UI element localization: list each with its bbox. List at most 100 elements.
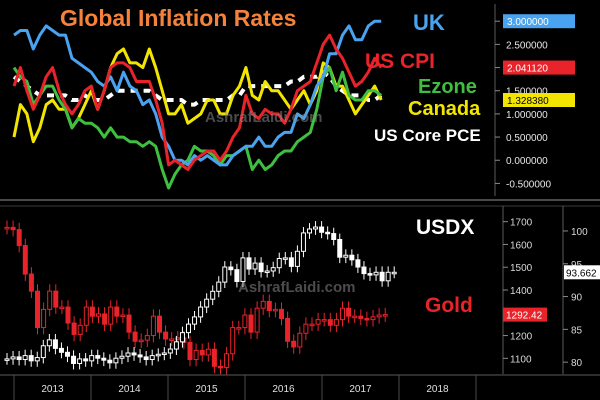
usdx-candle	[22, 355, 28, 361]
gold-candle	[71, 322, 77, 335]
legend-gold: Gold	[425, 294, 473, 317]
usdx-candle	[179, 332, 185, 343]
usdx-y-tick-label: 80	[571, 358, 583, 369]
inflation-panel: 3.0000002.5000002.0000001.5000001.000000…	[12, 4, 575, 196]
gold-candle	[358, 315, 364, 319]
gold-candle	[187, 341, 193, 360]
usdx-y-tick-label: 100	[571, 227, 588, 238]
last-value-box	[503, 60, 575, 75]
top-y-tick-label: 2.500000	[506, 40, 548, 51]
last-value-text: 1.328380	[507, 96, 549, 107]
gold-candle	[248, 314, 254, 333]
usdx-candle	[198, 306, 204, 318]
usdx-last-value-text: 93.662	[566, 268, 597, 279]
gold-candle	[22, 245, 28, 275]
usdx-candle	[313, 226, 319, 230]
usdx-candle	[228, 266, 234, 271]
gold-candle	[114, 306, 120, 317]
usdx-candle	[107, 359, 113, 364]
gold-candle	[297, 332, 303, 348]
usdx-candle	[155, 353, 161, 357]
gold-candle	[279, 308, 284, 319]
usdx-candle	[58, 347, 64, 353]
usdx-candle	[264, 270, 270, 273]
gold-candle	[4, 226, 10, 230]
gold-candle	[321, 319, 327, 322]
gold-candle	[333, 319, 339, 326]
usdx-candle	[161, 352, 167, 355]
gold-y-tick-label: 1400	[510, 286, 533, 297]
last-value-labels: 3.000000 2.041120 1.328380	[503, 14, 575, 107]
usdx-candle	[34, 357, 40, 362]
gold-candle	[199, 349, 205, 356]
gold-candle	[303, 323, 309, 334]
gold-candle	[376, 314, 382, 318]
x-tick-label: 2018	[426, 384, 449, 395]
gold-candle	[272, 308, 278, 312]
usdx-candle	[343, 254, 349, 258]
usdx-candle	[379, 271, 385, 282]
gold-candle	[291, 340, 297, 348]
usdx-candle	[131, 352, 137, 356]
chart-title: Global Inflation Rates	[60, 5, 296, 31]
usdx-candle	[40, 345, 46, 359]
gold-last-value-box	[503, 307, 547, 322]
gold-candle	[169, 338, 175, 341]
legend-us-core-pce: US Core PCE	[374, 126, 481, 145]
x-tick-labels: 2013 2014 2015 2016 2017 2018	[13, 375, 477, 400]
gold-candle	[53, 290, 59, 308]
usdx-y-tick-label: 85	[571, 325, 583, 336]
gold-candle	[144, 335, 150, 341]
gold-candle	[28, 273, 34, 292]
usdx-candle	[240, 257, 246, 282]
gold-y-tick-label: 1100	[510, 354, 532, 365]
gold-candle	[260, 300, 266, 309]
usdx-candle	[361, 266, 367, 275]
usdx-candle	[216, 281, 222, 292]
usdx-candle	[4, 358, 10, 361]
gold-candle	[352, 315, 358, 319]
usdx-candle	[337, 238, 343, 258]
usdx-candle	[294, 250, 300, 267]
gold-candle	[16, 229, 22, 247]
gold-candle	[218, 365, 223, 369]
usdx-candle	[149, 355, 155, 361]
last-value-box	[503, 14, 575, 29]
gold-candle	[370, 316, 376, 321]
usdx-candle	[234, 269, 240, 282]
gold-candle	[211, 348, 217, 367]
usdx-candle	[331, 233, 337, 240]
gold-candle	[242, 314, 248, 329]
gold-candle	[315, 319, 321, 325]
usdx-candle	[270, 267, 276, 272]
candlestick-series	[4, 220, 397, 375]
usdx-candle	[65, 351, 70, 357]
gold-candle	[10, 226, 16, 231]
gold-candle	[285, 317, 291, 342]
x-tick-label: 2013	[41, 384, 64, 395]
usdx-candle	[137, 354, 143, 358]
usdx-candle	[16, 356, 22, 361]
usdx-candle	[113, 357, 119, 364]
gold-candle	[193, 349, 199, 360]
gold-candle	[120, 314, 126, 318]
usdx-candle	[210, 290, 216, 300]
last-value-box	[503, 93, 575, 107]
gold-candle	[108, 306, 114, 325]
usdx-candle	[204, 298, 210, 308]
top-y-tick-label: 0.500000	[506, 133, 548, 144]
bottom-last-value-labels: 93.662 1292.42	[503, 265, 600, 322]
gold-candle	[309, 323, 315, 327]
usdx-candle	[319, 226, 325, 233]
usdx-candle	[89, 355, 95, 362]
usdx-candle	[222, 266, 228, 283]
usdx-candle	[385, 271, 391, 282]
gold-candle	[224, 353, 230, 368]
usdx-candle	[355, 259, 361, 268]
gold-y-tick-label: 1700	[510, 218, 533, 229]
gold-candle	[163, 331, 169, 340]
x-tick-label: 2014	[118, 384, 141, 395]
bottom-y-ticks: 170016001500140013001200110010095908580	[503, 218, 588, 369]
usdx-candle	[101, 357, 107, 361]
